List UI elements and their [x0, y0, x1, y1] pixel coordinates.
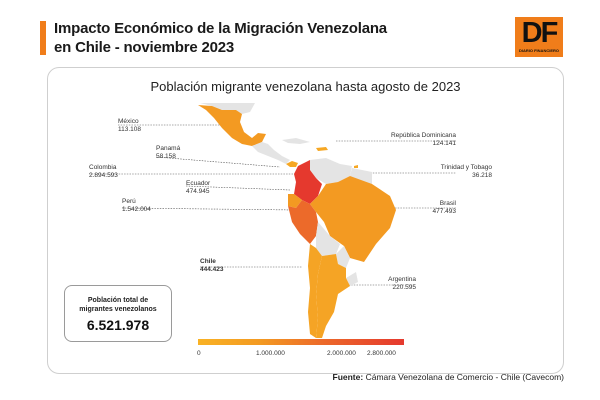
map-region-venezuela: [310, 158, 352, 184]
legend-tick-2-8m: 2.800.000: [367, 350, 396, 357]
label-rep-dominicana-name: República Dominicana: [390, 132, 456, 139]
color-scale-legend: [198, 339, 404, 345]
label-mexico-name: México: [118, 118, 139, 125]
country-brasil: [310, 176, 396, 262]
df-logo: DF DIARIO FINANCIERO: [515, 17, 563, 57]
label-peru-name: Perú: [122, 198, 136, 205]
label-trinidad-name: Trinidad y Tobago: [440, 164, 492, 171]
total-label-line2: migrantes venezolanos: [79, 306, 157, 313]
total-population-box: Población total de migrantes venezolanos…: [64, 285, 172, 342]
label-ecuador-name: Ecuador: [186, 180, 211, 187]
map-title: Población migrante venezolana hasta agos…: [150, 79, 461, 94]
label-mexico-value: 113.108: [118, 126, 142, 133]
label-colombia-value: 2.894.593: [89, 172, 118, 179]
country-argentina: [316, 254, 350, 338]
country-rep-dominicana: [316, 147, 328, 151]
total-population-label: Población total de migrantes venezolanos: [65, 296, 171, 314]
country-chile: [308, 244, 322, 338]
source-label: Fuente:: [332, 372, 364, 382]
source-note: Fuente: Cámara Venezolana de Comercio - …: [333, 372, 565, 382]
label-mexico: México 113.108: [118, 118, 141, 134]
country-ecuador: [288, 194, 302, 208]
label-rep-dominicana: República Dominicana 124.141: [391, 132, 456, 148]
legend-tick-1m: 1.000.000: [256, 350, 285, 357]
label-chile: Chile 444.423: [200, 258, 224, 274]
map-region-cuba: [282, 138, 310, 144]
label-argentina-name: Argentina: [388, 276, 416, 283]
page-title: Impacto Económico de la Migración Venezo…: [54, 19, 387, 57]
country-trinidad: [354, 165, 358, 168]
label-argentina-value: 220.595: [392, 284, 417, 291]
country-panama: [286, 161, 298, 167]
label-peru-value: 1.542.004: [122, 206, 151, 213]
map-region-central-america: [252, 142, 290, 164]
logo-subtext: DIARIO FINANCIERO: [519, 48, 559, 53]
leader-ecuador: [185, 185, 291, 191]
label-panama: Panamá 58.158: [156, 145, 180, 161]
label-trinidad: Trinidad y Tobago 36.218: [441, 164, 492, 180]
country-colombia: [294, 160, 322, 204]
label-rep-dominicana-value: 124.141: [432, 140, 457, 147]
label-trinidad-value: 36.218: [472, 172, 492, 179]
country-mexico: [198, 105, 266, 146]
label-chile-name: Chile: [200, 258, 216, 265]
label-brasil: Brasil 477.493: [433, 200, 457, 216]
label-chile-value: 444.423: [200, 266, 224, 273]
map-region-uruguay: [346, 272, 358, 286]
page-title-line1: Impacto Económico de la Migración Venezo…: [54, 20, 387, 37]
label-panama-value: 58.158: [156, 153, 176, 160]
map-region-paraguay: [336, 246, 350, 268]
map-region-bolivia: [316, 222, 340, 256]
label-colombia-name: Colombia: [89, 164, 117, 171]
label-peru: Perú 1.542.004: [122, 198, 151, 214]
leader-panama: [155, 156, 281, 168]
source-text: Cámara Venezolana de Comercio - Chile (C…: [365, 372, 564, 382]
logo-text: DF: [521, 17, 559, 49]
legend-tick-2m: 2.000.000: [327, 350, 356, 357]
label-ecuador-value: 474.945: [186, 188, 210, 195]
label-brasil-name: Brasil: [439, 200, 456, 207]
country-peru: [288, 200, 318, 244]
label-colombia: Colombia 2.894.593: [89, 164, 118, 180]
label-argentina: Argentina 220.595: [388, 276, 416, 292]
page-title-line2: en Chile - noviembre 2023: [54, 39, 235, 56]
total-label-line1: Población total de: [87, 297, 149, 304]
leader-peru: [121, 207, 297, 211]
label-brasil-value: 477.493: [432, 208, 457, 215]
header-accent-bar: [40, 21, 46, 55]
total-population-value: 6.521.978: [86, 317, 150, 333]
map-region-north: [200, 103, 255, 114]
legend-tick-0: 0: [197, 350, 201, 357]
label-panama-name: Panamá: [156, 145, 181, 152]
label-ecuador: Ecuador 474.945: [186, 180, 210, 196]
